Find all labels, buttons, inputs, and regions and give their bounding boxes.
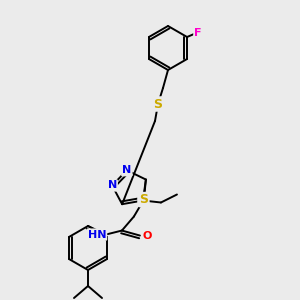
Text: N: N <box>122 165 131 175</box>
Text: S: S <box>154 98 163 110</box>
Text: O: O <box>142 230 152 241</box>
Text: S: S <box>140 193 148 206</box>
Text: HN: HN <box>88 230 106 239</box>
Text: N: N <box>138 196 148 206</box>
Text: N: N <box>108 181 117 190</box>
Text: F: F <box>194 28 202 38</box>
